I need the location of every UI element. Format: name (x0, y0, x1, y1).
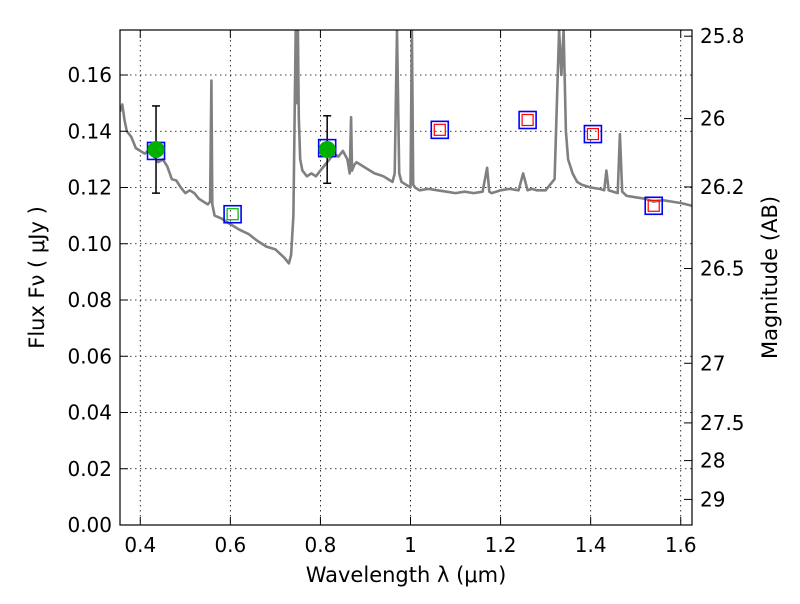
model-spectrum-line (120, 30, 692, 265)
right-tick-label: 27.5 (700, 411, 745, 435)
y-tick-label: 0.06 (67, 344, 112, 368)
x-tick-label: 1.6 (665, 533, 697, 557)
observed-flux-point (147, 141, 165, 159)
y-axis-right-label: Magnitude (AB) (758, 196, 782, 359)
y-tick-label: 0.02 (67, 457, 112, 481)
right-tick-label: 26 (700, 107, 725, 131)
y-tick-label: 0.12 (67, 176, 112, 200)
right-tick-label: 26.5 (700, 257, 745, 281)
spectrum-layer (120, 30, 692, 265)
x-tick-label: 1.4 (575, 533, 607, 557)
x-tick-label: 1.2 (485, 533, 517, 557)
grid (120, 30, 692, 526)
small-green-marker (226, 208, 239, 221)
x-tick-label: 0.6 (214, 533, 246, 557)
x-tick-label: 0.4 (124, 533, 156, 557)
right-tick-label: 27 (700, 351, 725, 375)
right-tick-label: 28 (700, 449, 725, 473)
model-photometry-square (518, 110, 537, 130)
model-photometry-square (583, 124, 603, 144)
model-photometry-square (223, 204, 242, 224)
upper-limit-marker (586, 127, 600, 141)
upper-limit-marker (433, 123, 446, 136)
y-tick-label: 0.08 (67, 288, 112, 312)
x-axis-label: Wavelength λ (μm) (306, 563, 507, 587)
upper-limit-marker (647, 199, 660, 212)
y-tick-label: 0.16 (67, 63, 112, 87)
x-tick-label: 0.8 (305, 533, 337, 557)
points-layer (146, 105, 664, 224)
right-tick-label: 25.8 (700, 24, 745, 48)
right-tick-label: 29 (700, 487, 725, 511)
model-photometry-square (644, 196, 664, 216)
right-tick-label: 26.2 (700, 175, 745, 199)
y-tick-label: 0.14 (67, 119, 112, 143)
y-tick-label: 0.10 (67, 232, 112, 256)
plot-frame (119, 29, 693, 526)
observed-flux-point (318, 141, 336, 159)
y-tick-label: 0.00 (67, 513, 112, 537)
y-tick-label: 0.04 (67, 401, 112, 425)
upper-limit-marker (521, 113, 534, 127)
ticks-layer: 0.4 0.6 0.8 1 1.2 1.4 1.6 0.00 0.02 0.04 0.06 0.08 0… (67, 24, 744, 557)
x-tick-label: 1 (404, 533, 417, 557)
y-axis-label: Flux Fν ( μJy ) (25, 206, 49, 349)
model-photometry-square (430, 120, 450, 140)
